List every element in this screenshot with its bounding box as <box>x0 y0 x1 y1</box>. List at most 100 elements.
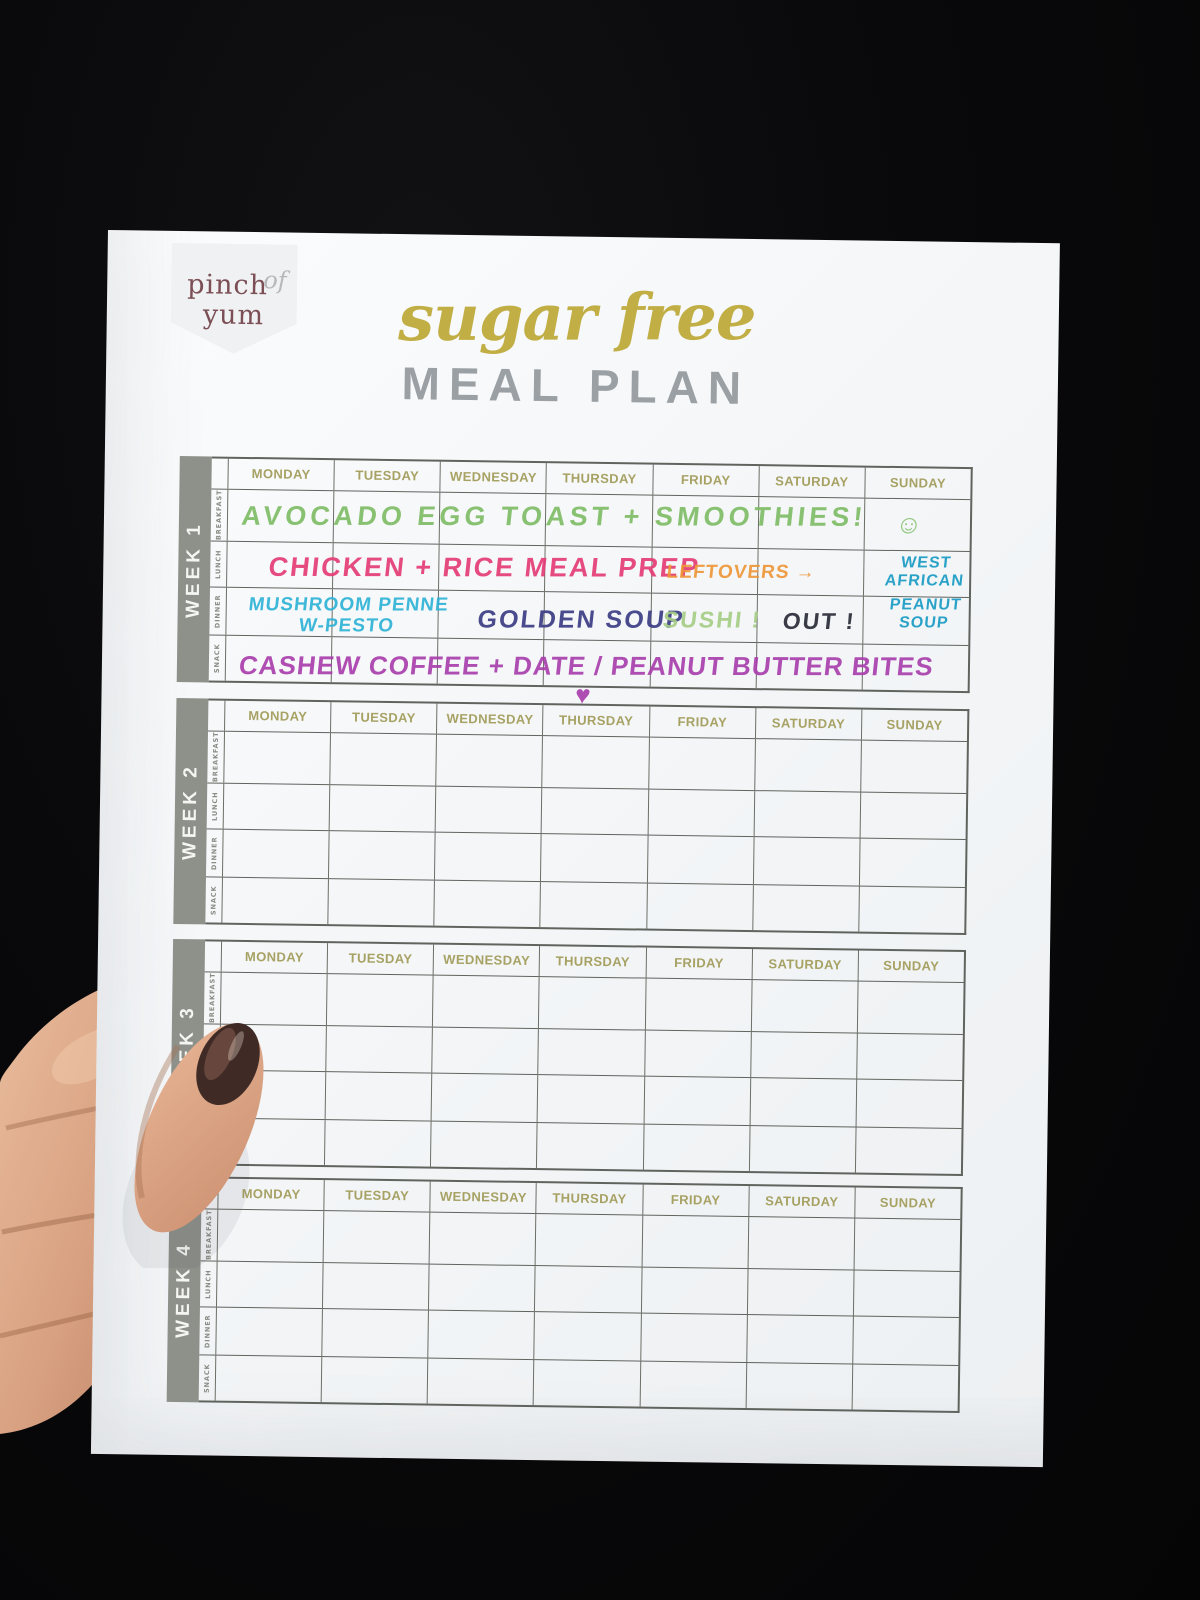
meal-cell-saturday-snack <box>751 884 859 932</box>
meal-cell-tuesday-snack <box>327 878 435 926</box>
meal-cell-tuesday-dinner <box>324 1072 432 1121</box>
title-script: sugar free <box>397 279 756 357</box>
meal-cell-thursday-snack <box>533 1359 640 1407</box>
meal-cell-monday-dinner <box>215 1307 323 1356</box>
week-4-row-snack: SNACK <box>199 1355 959 1411</box>
meal-label-breakfast: BREAKFAST <box>207 731 224 783</box>
meal-cell-sunday-lunch <box>852 1270 960 1318</box>
day-header-friday: FRIDAY <box>641 1184 749 1216</box>
meal-cell-thursday-lunch <box>541 788 648 835</box>
label-column-spacer <box>208 700 224 730</box>
meal-cell-saturday-lunch <box>753 790 861 838</box>
week-2-table: WEEK 2 MONDAY TUESDAY WEDNESDAY THURSDAY FRID… <box>173 698 970 936</box>
handwritten-dinner-sat: OUT ! <box>781 607 857 635</box>
day-header-saturday: SATURDAY <box>751 949 858 981</box>
day-header-thursday: THURSDAY <box>545 463 653 495</box>
meal-cell-sunday-dinner <box>858 838 966 887</box>
meal-label-dinner: DINNER <box>206 830 223 877</box>
week-2-label: WEEK 2 <box>179 762 202 860</box>
meal-label-snack: SNACK <box>209 635 226 681</box>
meal-cell-friday-snack <box>639 1361 746 1409</box>
meal-cell-tuesday-snack <box>324 1119 431 1167</box>
meal-cell-monday-lunch <box>215 1261 323 1309</box>
day-header-tuesday: TUESDAY <box>326 943 434 975</box>
meal-label-dinner: DINNER <box>209 588 226 635</box>
meal-cell-friday-lunch <box>640 1267 748 1315</box>
meal-cell-tuesday-breakfast <box>322 1210 430 1264</box>
meal-cell-friday-lunch <box>643 1030 751 1078</box>
meal-cell-sunday-dinner <box>852 1316 959 1365</box>
day-header-sunday: SUNDAY <box>860 709 968 741</box>
meal-cell-wednesday-snack <box>426 1358 534 1406</box>
meal-cell-tuesday-snack <box>320 1356 428 1404</box>
meal-cell-saturday-lunch <box>749 1031 857 1079</box>
day-header-thursday: THURSDAY <box>535 1183 643 1215</box>
meal-cell-thursday-lunch <box>534 1265 642 1313</box>
week-1-label: WEEK 1 <box>182 520 205 618</box>
meal-cell-monday-dinner <box>221 829 329 878</box>
day-header-tuesday: TUESDAY <box>333 460 441 492</box>
week-4-grid: MONDAY TUESDAY WEDNESDAY THURSDAY FRIDAY SATU… <box>198 1176 963 1414</box>
day-header-sunday: SUNDAY <box>864 467 971 499</box>
meal-cell-wednesday-dinner <box>430 1073 538 1122</box>
meal-cell-wednesday-breakfast <box>432 975 540 1028</box>
meal-cell-friday-lunch <box>647 789 754 837</box>
meal-cell-monday-breakfast <box>223 731 331 785</box>
meal-cell-sunday-breakfast <box>853 1218 961 1271</box>
meal-label-text: SNACK <box>202 1362 212 1393</box>
handwritten-dinner-fri: SUSHI ! <box>661 606 763 633</box>
meal-cell-sunday-snack <box>851 1364 959 1411</box>
meal-cell-saturday-snack <box>748 1125 856 1173</box>
meal-label-text: LUNCH <box>204 1269 213 1299</box>
week-2-row-snack: SNACK <box>205 877 965 934</box>
meal-label-text: BREAKFAST <box>214 489 224 541</box>
day-header-wednesday: WEDNESDAY <box>439 461 547 493</box>
meal-cell-saturday-dinner <box>749 1078 857 1127</box>
day-header-wednesday: WEDNESDAY <box>432 944 540 976</box>
meal-label-text: DINNER <box>210 836 219 870</box>
meal-cell-monday-snack <box>221 877 329 925</box>
handwritten-lunch-sunday: WEST AFRICAN <box>883 554 965 590</box>
week-2-sidebar: WEEK 2 <box>173 698 209 925</box>
meal-plan-sheet: pinch of yum sugar free MEAL PLAN WEEK 1… <box>90 230 1060 1468</box>
meal-cell-thursday-dinner <box>537 1075 644 1124</box>
week-1-sidebar: WEEK 1 <box>176 456 212 683</box>
meal-cell-friday-snack <box>645 883 753 931</box>
meal-label-lunch: LUNCH <box>210 541 227 587</box>
meal-cell-tuesday-breakfast <box>329 732 437 786</box>
meal-label-text: DINNER <box>203 1314 212 1348</box>
meal-cell-tuesday-dinner <box>321 1309 429 1358</box>
meal-cell-friday-dinner <box>643 1076 750 1125</box>
week-1-table: WEEK 1 MONDAY TUESDAY WEDNESDAY THURSDAY FRID… <box>176 456 973 710</box>
week-3-grid: MONDAY TUESDAY WEDNESDAY THURSDAY FRIDAY SATU… <box>201 939 967 1177</box>
meal-label-breakfast: BREAKFAST <box>211 489 228 541</box>
meal-cell-thursday-breakfast <box>538 976 646 1030</box>
meal-cell-saturday-breakfast <box>750 979 858 1033</box>
meal-cell-friday-breakfast <box>647 737 755 790</box>
meal-cell-monday-snack <box>214 1355 322 1403</box>
meal-cell-friday-breakfast <box>644 978 752 1031</box>
meal-cell-sunday-lunch <box>859 792 967 840</box>
meal-cell-wednesday-snack <box>430 1121 537 1169</box>
meal-cell-thursday-breakfast <box>535 1213 642 1267</box>
meal-cell-sunday-snack <box>858 886 965 934</box>
meal-cell-tuesday-lunch <box>322 1262 429 1310</box>
day-header-friday: FRIDAY <box>645 947 752 979</box>
meal-cell-tuesday-lunch <box>325 1026 433 1073</box>
meal-label-text: DINNER <box>213 594 222 628</box>
week-3-row-snack: SNACK <box>202 1118 962 1175</box>
meal-label-text: BREAKFAST <box>211 731 221 783</box>
meal-cell-friday-dinner <box>646 835 754 884</box>
thumb-nail-gloss <box>204 1027 236 1081</box>
handwritten-lunch-leftovers: LEFTOVERS → <box>665 561 817 583</box>
day-header-sunday: SUNDAY <box>857 950 964 982</box>
thumb-edge-shadow <box>135 1044 181 1199</box>
meal-cell-thursday-snack <box>536 1122 644 1170</box>
meal-cell-thursday-breakfast <box>541 735 649 789</box>
label-column-spacer <box>205 941 221 971</box>
meal-label-lunch: LUNCH <box>200 1261 217 1307</box>
meal-cell-thursday-dinner <box>533 1312 641 1361</box>
day-header-tuesday: TUESDAY <box>323 1180 431 1212</box>
page-title: MEAL PLAN <box>401 357 751 414</box>
